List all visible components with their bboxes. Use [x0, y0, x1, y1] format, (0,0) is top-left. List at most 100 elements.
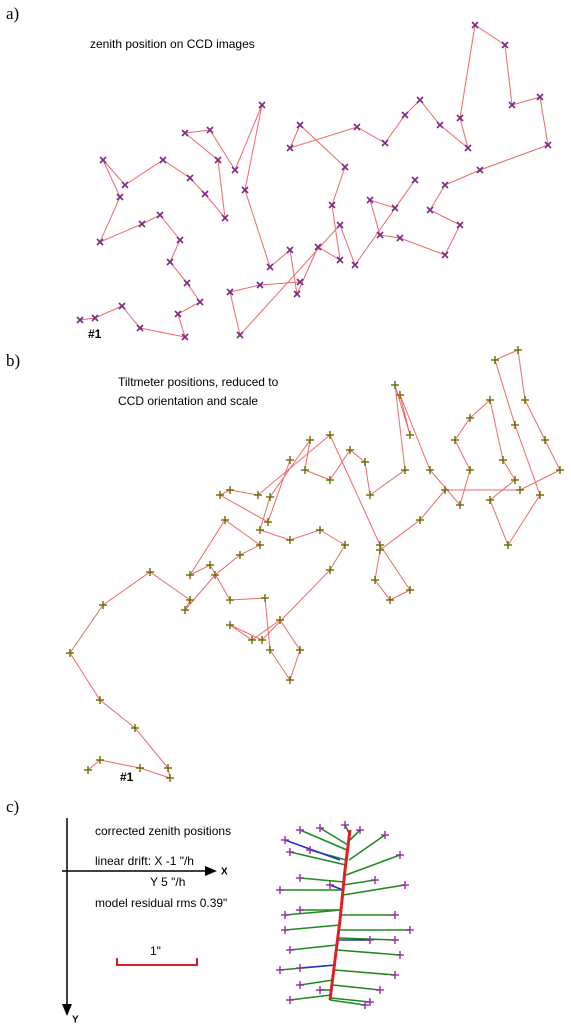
marker: [258, 101, 266, 109]
marker: [266, 263, 274, 271]
residual-vector: [342, 879, 376, 886]
residual-vector: [319, 827, 349, 846]
marker: [84, 766, 92, 774]
marker: [296, 981, 304, 989]
chart-title: corrected zenith positions: [95, 824, 231, 838]
marker: [401, 881, 409, 889]
marker-stroke: [136, 324, 144, 332]
marker: [491, 356, 499, 364]
marker-stroke: [241, 186, 249, 194]
marker: [464, 144, 472, 152]
marker: [226, 486, 234, 494]
marker: [176, 236, 184, 244]
marker-stroke: [353, 123, 361, 131]
residual-vector: [345, 854, 401, 876]
marker: [118, 302, 126, 310]
marker: [286, 996, 294, 1004]
marker: [441, 486, 449, 494]
marker: [406, 586, 414, 594]
marker: [306, 436, 314, 444]
marker-stroke: [181, 333, 189, 341]
marker: [356, 826, 364, 834]
marker-stroke: [231, 166, 239, 174]
marker-stroke: [121, 181, 129, 189]
marker: [371, 876, 379, 884]
marker: [401, 111, 409, 119]
marker-stroke: [159, 156, 167, 164]
marker: [436, 121, 444, 129]
marker-stroke: [536, 93, 544, 101]
marker: [536, 491, 544, 499]
marker: [99, 601, 107, 609]
marker-stroke: [416, 96, 424, 104]
chart-title: Tiltmeter positions, reduced to: [118, 375, 279, 389]
marker: [121, 181, 129, 189]
marker: [366, 998, 374, 1006]
model-line: [328, 829, 352, 1001]
residual-vector: [342, 884, 406, 896]
marker: [256, 526, 264, 534]
marker: [138, 220, 146, 228]
marker-stroke: [201, 190, 209, 198]
marker-stroke: [293, 290, 301, 298]
residual-vector: [284, 909, 342, 916]
marker: [159, 156, 167, 164]
marker: [521, 396, 529, 404]
marker: [456, 114, 464, 122]
marker-stroke: [456, 221, 464, 229]
marker: [386, 596, 394, 604]
marker: [411, 176, 419, 184]
marker: [136, 324, 144, 332]
marker: [96, 238, 104, 246]
marker-stroke: [266, 263, 274, 271]
marker: [426, 206, 434, 214]
marker: [341, 821, 349, 829]
marker: [371, 576, 379, 584]
marker-stroke: [91, 314, 99, 322]
marker: [186, 596, 194, 604]
marker: [301, 466, 309, 474]
marker: [66, 649, 74, 657]
marker-stroke: [226, 288, 234, 296]
marker: [226, 621, 234, 629]
marker: [541, 436, 549, 444]
marker: [501, 41, 509, 49]
residual-vector: [289, 994, 332, 1001]
marker-stroke: [464, 144, 472, 152]
marker-stroke: [256, 281, 264, 289]
marker: [516, 486, 524, 494]
marker: [186, 174, 194, 182]
marker: [166, 258, 174, 266]
marker: [416, 96, 424, 104]
marker-stroke: [341, 163, 349, 171]
marker-stroke: [166, 258, 174, 266]
marker: [281, 926, 289, 934]
marker: [336, 221, 344, 229]
marker: [376, 541, 384, 549]
residual-vector: [289, 851, 347, 866]
marker: [286, 946, 294, 954]
marker: [286, 676, 294, 684]
marker-stroke: [411, 176, 419, 184]
data-line: [79, 24, 549, 338]
marker-stroke: [381, 139, 389, 147]
marker: [416, 516, 424, 524]
marker: [174, 310, 182, 318]
chart-title: CCD orientation and scale: [118, 394, 258, 408]
marker: [456, 221, 464, 229]
marker: [466, 466, 474, 474]
marker: [346, 446, 354, 454]
marker: [296, 646, 304, 654]
panel-label: c): [6, 797, 19, 816]
marker: [276, 616, 284, 624]
marker: [296, 906, 304, 914]
marker: [366, 936, 374, 944]
marker: [236, 331, 244, 339]
marker-stroke: [391, 204, 399, 212]
marker-stroke: [396, 234, 404, 242]
residual-vector: [337, 937, 396, 941]
marker: [499, 456, 507, 464]
residual-vector: [336, 949, 401, 956]
